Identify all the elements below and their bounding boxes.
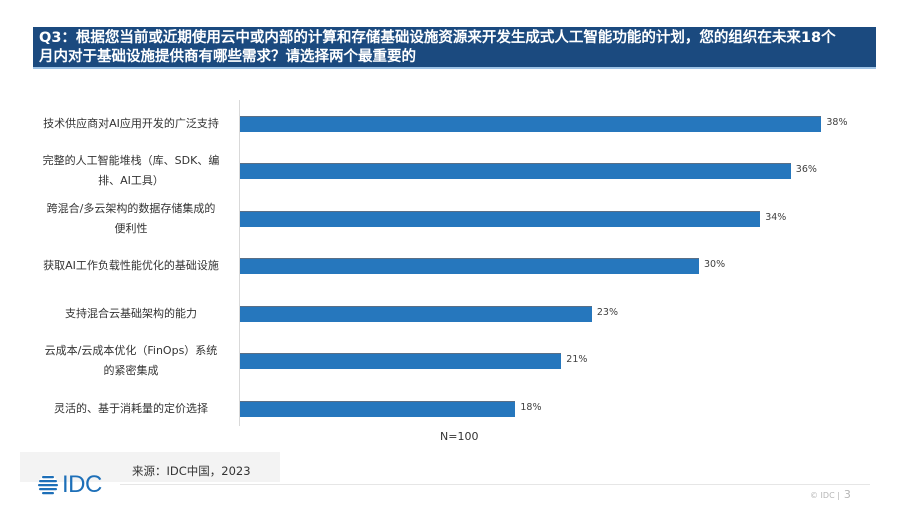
category-label-line: 支持混合云基础架构的能力 (65, 307, 197, 320)
idc-logo: IDC (37, 473, 102, 497)
category-label-line: 获取AI工作负载性能优化的基础设施 (43, 259, 219, 272)
chart-row: 获取AI工作负载性能优化的基础设施 30% (0, 246, 900, 286)
chart-row: 技术供应商对AI应用开发的广泛支持 38% (0, 104, 900, 144)
category-label-line: 便利性 (114, 222, 148, 235)
value-label: 34% (765, 212, 787, 223)
logo-text: IDC (62, 471, 102, 498)
data-bar (240, 258, 699, 274)
category-label: 完整的人工智能堆栈（库、SDK、编 排、AI工具） (31, 151, 231, 191)
data-bar (240, 353, 562, 369)
category-label: 跨混合/多云架构的数据存储集成的 便利性 (31, 199, 231, 239)
chart-row: 云成本/云成本优化（FinOps）系统 的紧密集成 21% (0, 341, 900, 381)
source-note: 来源：IDC中国，2023 (132, 464, 251, 478)
value-label: 23% (596, 307, 619, 318)
data-bar (240, 211, 761, 227)
sample-size-label: N=100 (440, 430, 479, 443)
category-label: 获取AI工作负载性能优化的基础设施 (31, 256, 231, 276)
category-axis-line (239, 100, 240, 426)
category-label: 技术供应商对AI应用开发的广泛支持 (31, 114, 231, 134)
category-label-line: 完整的人工智能堆栈（库、SDK、编 (42, 154, 220, 167)
category-label: 灵活的、基于消耗量的定价选择 (31, 399, 231, 419)
title-line-2: 月内对于基础设施提供商有哪些需求？请选择两个最重要的 (39, 49, 416, 65)
category-label-line: 排、AI工具） (98, 174, 164, 187)
category-label-line: 技术供应商对AI应用开发的广泛支持 (43, 117, 219, 130)
data-bar (240, 163, 791, 179)
category-label: 云成本/云成本优化（FinOps）系统 的紧密集成 (31, 341, 231, 381)
chart-row: 支持混合云基础架构的能力 23% (0, 294, 900, 334)
source-tab-background (20, 452, 280, 482)
page-info: © IDC | 3 (810, 488, 851, 501)
category-label-line: 云成本/云成本优化（FinOps）系统 (44, 344, 218, 357)
question-title-banner: Q3：根据您当前或近期使用云中或内部的计算和存储基础设施资源来开发生成式人工智能… (33, 27, 876, 69)
chart-row: 跨混合/多云架构的数据存储集成的 便利性 34% (0, 199, 900, 239)
value-label: 21% (566, 354, 588, 365)
data-bar (240, 401, 516, 417)
chart-row: 完整的人工智能堆栈（库、SDK、编 排、AI工具） 36% (0, 151, 900, 191)
data-bar (240, 306, 592, 322)
chart-row: 灵活的、基于消耗量的定价选择 18% (0, 389, 900, 429)
category-label-line: 跨混合/多云架构的数据存储集成的 (46, 202, 216, 215)
footer-divider (120, 484, 870, 485)
category-label-line: 的紧密集成 (103, 364, 159, 377)
value-label: 38% (826, 117, 848, 128)
page-number: 3 (843, 488, 851, 501)
globe-icon (38, 475, 58, 495)
data-bar (240, 116, 822, 132)
value-label: 18% (520, 402, 542, 413)
title-line-1: Q3：根据您当前或近期使用云中或内部的计算和存储基础设施资源来开发生成式人工智能… (39, 30, 836, 46)
value-label: 36% (795, 164, 817, 175)
category-label: 支持混合云基础架构的能力 (31, 304, 231, 324)
category-label-line: 灵活的、基于消耗量的定价选择 (54, 402, 208, 415)
value-label: 30% (704, 259, 726, 270)
copyright: © IDC | (810, 491, 840, 500)
